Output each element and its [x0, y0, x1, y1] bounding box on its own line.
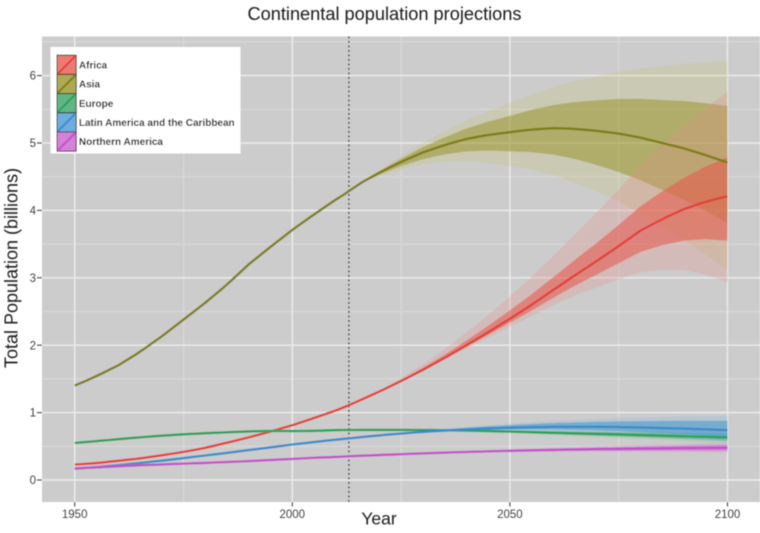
svg-text:Europe: Europe [79, 99, 114, 110]
svg-text:Asia: Asia [79, 80, 101, 91]
svg-text:2: 2 [30, 340, 36, 352]
svg-text:1950: 1950 [62, 509, 88, 521]
svg-text:Northern America: Northern America [79, 137, 164, 148]
svg-text:0: 0 [30, 475, 36, 487]
svg-text:Year: Year [361, 508, 397, 528]
svg-text:4: 4 [30, 206, 37, 218]
svg-text:Continental population project: Continental population projections [247, 4, 521, 24]
svg-text:2000: 2000 [280, 509, 306, 521]
svg-text:Africa: Africa [79, 60, 108, 71]
svg-text:6: 6 [30, 71, 36, 83]
svg-text:1: 1 [30, 408, 36, 420]
svg-text:Total Population (billions): Total Population (billions) [1, 168, 21, 368]
svg-text:Latin America and the Caribbea: Latin America and the Caribbean [79, 118, 235, 129]
svg-text:2050: 2050 [497, 509, 523, 521]
svg-text:2100: 2100 [715, 509, 741, 521]
svg-text:5: 5 [30, 138, 36, 150]
svg-text:3: 3 [30, 273, 36, 285]
